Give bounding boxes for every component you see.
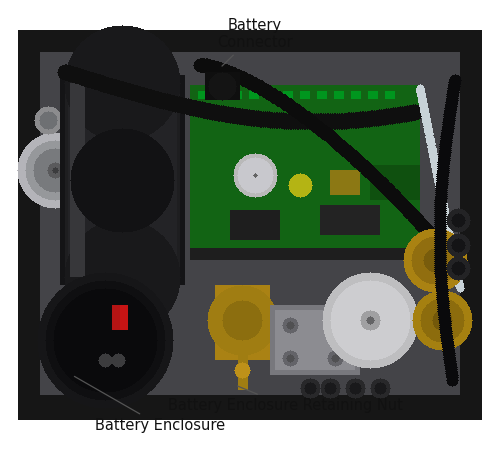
Text: Battery
Connector: Battery Connector <box>217 18 293 66</box>
Text: Battery Enclosure Retaining Nut: Battery Enclosure Retaining Nut <box>168 386 402 413</box>
Text: Battery Enclosure: Battery Enclosure <box>74 376 225 433</box>
